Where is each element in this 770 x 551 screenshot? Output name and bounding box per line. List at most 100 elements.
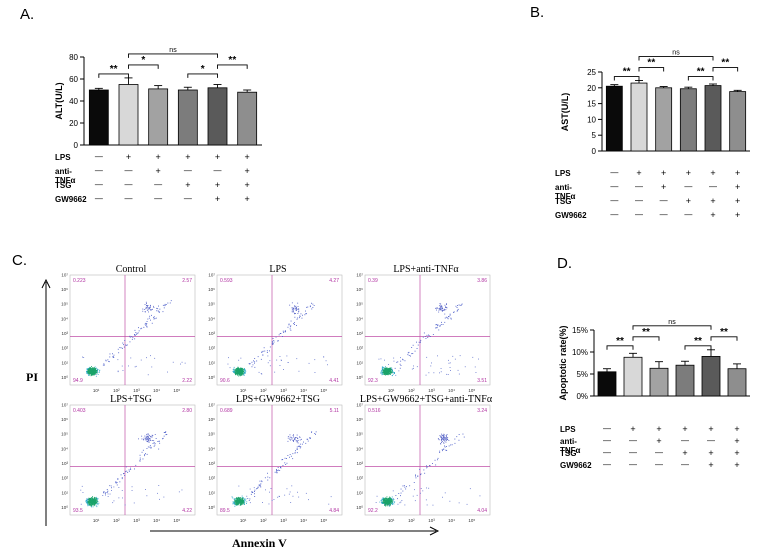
flow-event-dot xyxy=(247,498,249,499)
flow-event-dot xyxy=(294,438,296,440)
flow-event-dot xyxy=(298,310,300,312)
flow-event-dot xyxy=(428,372,430,374)
bar xyxy=(729,91,747,152)
flow-event-dot xyxy=(449,313,451,315)
flow-event-dot xyxy=(262,350,264,352)
flow-event-dot xyxy=(136,333,137,335)
flow-event-dot xyxy=(94,500,96,502)
flow-event-dot xyxy=(128,469,130,471)
flow-event-dot xyxy=(159,442,161,444)
flow-event-dot xyxy=(146,434,148,436)
flow-event-dot xyxy=(237,499,239,501)
flow-event-dot xyxy=(386,371,388,373)
flow-event-dot xyxy=(238,373,240,375)
condition-mark: + xyxy=(636,168,642,178)
flow-event-dot xyxy=(103,364,105,366)
condition-mark: + xyxy=(244,166,250,176)
flow-event-dot xyxy=(146,321,148,322)
flow-event-dot xyxy=(391,500,393,502)
flow-event-dot xyxy=(266,352,268,353)
flow-event-dot xyxy=(121,478,123,480)
flow-event-dot xyxy=(232,502,234,503)
condition-mark: + xyxy=(656,436,662,446)
flow-event-dot xyxy=(280,467,281,468)
condition-mark: — xyxy=(655,448,663,457)
flow-event-dot xyxy=(387,374,389,376)
flow-event-dot xyxy=(296,358,298,360)
flow-event-dot xyxy=(89,369,90,371)
flow-quadrant-percent: 0.593 xyxy=(220,278,233,284)
flow-event-dot xyxy=(97,374,99,375)
flow-event-dot xyxy=(276,472,278,474)
flow-event-dot xyxy=(141,451,143,453)
flow-event-dot xyxy=(402,358,403,360)
flow-event-dot xyxy=(452,355,454,357)
flow-quadrant-percent: 0.403 xyxy=(73,408,86,414)
flow-event-dot xyxy=(384,374,385,375)
flow-event-dot xyxy=(125,344,126,346)
flow-event-dot xyxy=(301,443,303,445)
flow-event-dot xyxy=(130,467,131,469)
flow-event-dot xyxy=(239,498,241,500)
flow-event-dot xyxy=(381,369,383,371)
flow-event-dot xyxy=(385,372,386,374)
flow-event-dot xyxy=(426,467,428,469)
flow-event-dot xyxy=(378,358,380,360)
condition-label: GW9662 xyxy=(555,211,587,220)
flow-event-dot xyxy=(280,467,282,469)
y-tick-label: 10% xyxy=(572,348,588,357)
flow-event-dot xyxy=(404,360,406,362)
flow-event-dot xyxy=(383,367,385,369)
flow-event-dot xyxy=(269,360,271,362)
flow-event-dot xyxy=(145,453,146,455)
flow-event-dot xyxy=(461,303,463,305)
flow-event-dot xyxy=(295,440,297,442)
flow-event-dot xyxy=(285,464,287,465)
flow-event-dot xyxy=(111,490,112,491)
flow-event-dot xyxy=(297,313,299,314)
flow-event-dot xyxy=(295,307,297,308)
flow-event-dot xyxy=(149,445,151,447)
flow-event-dot xyxy=(275,336,277,338)
flow-quadrant-percent: 5.11 xyxy=(330,408,340,414)
flow-event-dot xyxy=(389,373,391,375)
flow-event-dot xyxy=(391,502,392,504)
flow-event-dot xyxy=(125,471,127,473)
flow-event-dot xyxy=(147,306,148,308)
flow-event-dot xyxy=(236,369,238,371)
flow-event-dot xyxy=(436,327,438,329)
flow-quadrant-percent: 3.51 xyxy=(477,378,487,384)
flow-event-dot xyxy=(392,372,394,373)
condition-mark: + xyxy=(710,196,716,206)
flow-event-dot xyxy=(242,369,244,371)
flow-event-dot xyxy=(445,309,447,311)
flow-event-dot xyxy=(122,370,124,371)
flow-event-dot xyxy=(387,372,389,373)
significance-label: ns xyxy=(169,47,177,54)
flow-event-dot xyxy=(292,311,294,313)
flow-event-dot xyxy=(269,350,270,352)
flow-event-dot xyxy=(282,336,283,337)
flow-event-dot xyxy=(381,502,382,503)
flow-event-dot xyxy=(439,372,440,374)
flow-event-dot xyxy=(261,351,263,353)
flow-event-dot xyxy=(327,364,328,366)
condition-mark: — xyxy=(709,182,717,191)
flow-event-dot xyxy=(323,356,324,358)
flow-quadrant-percent: 0.689 xyxy=(220,408,233,414)
flow-y-tick: 10³ xyxy=(356,461,363,466)
flow-event-dot xyxy=(119,481,121,483)
flow-event-dot xyxy=(455,305,457,307)
flow-event-dot xyxy=(91,374,93,376)
flow-event-dot xyxy=(380,358,382,360)
flow-event-dot xyxy=(425,374,427,376)
flow-event-dot xyxy=(313,305,315,306)
flow-event-dot xyxy=(380,370,382,372)
flow-event-dot xyxy=(112,502,114,504)
flow-event-dot xyxy=(391,368,393,370)
flow-event-dot xyxy=(383,370,385,372)
flow-event-dot xyxy=(459,304,461,306)
flow-event-dot xyxy=(95,372,97,374)
flow-event-dot xyxy=(400,501,402,503)
flow-event-dot xyxy=(390,371,392,373)
